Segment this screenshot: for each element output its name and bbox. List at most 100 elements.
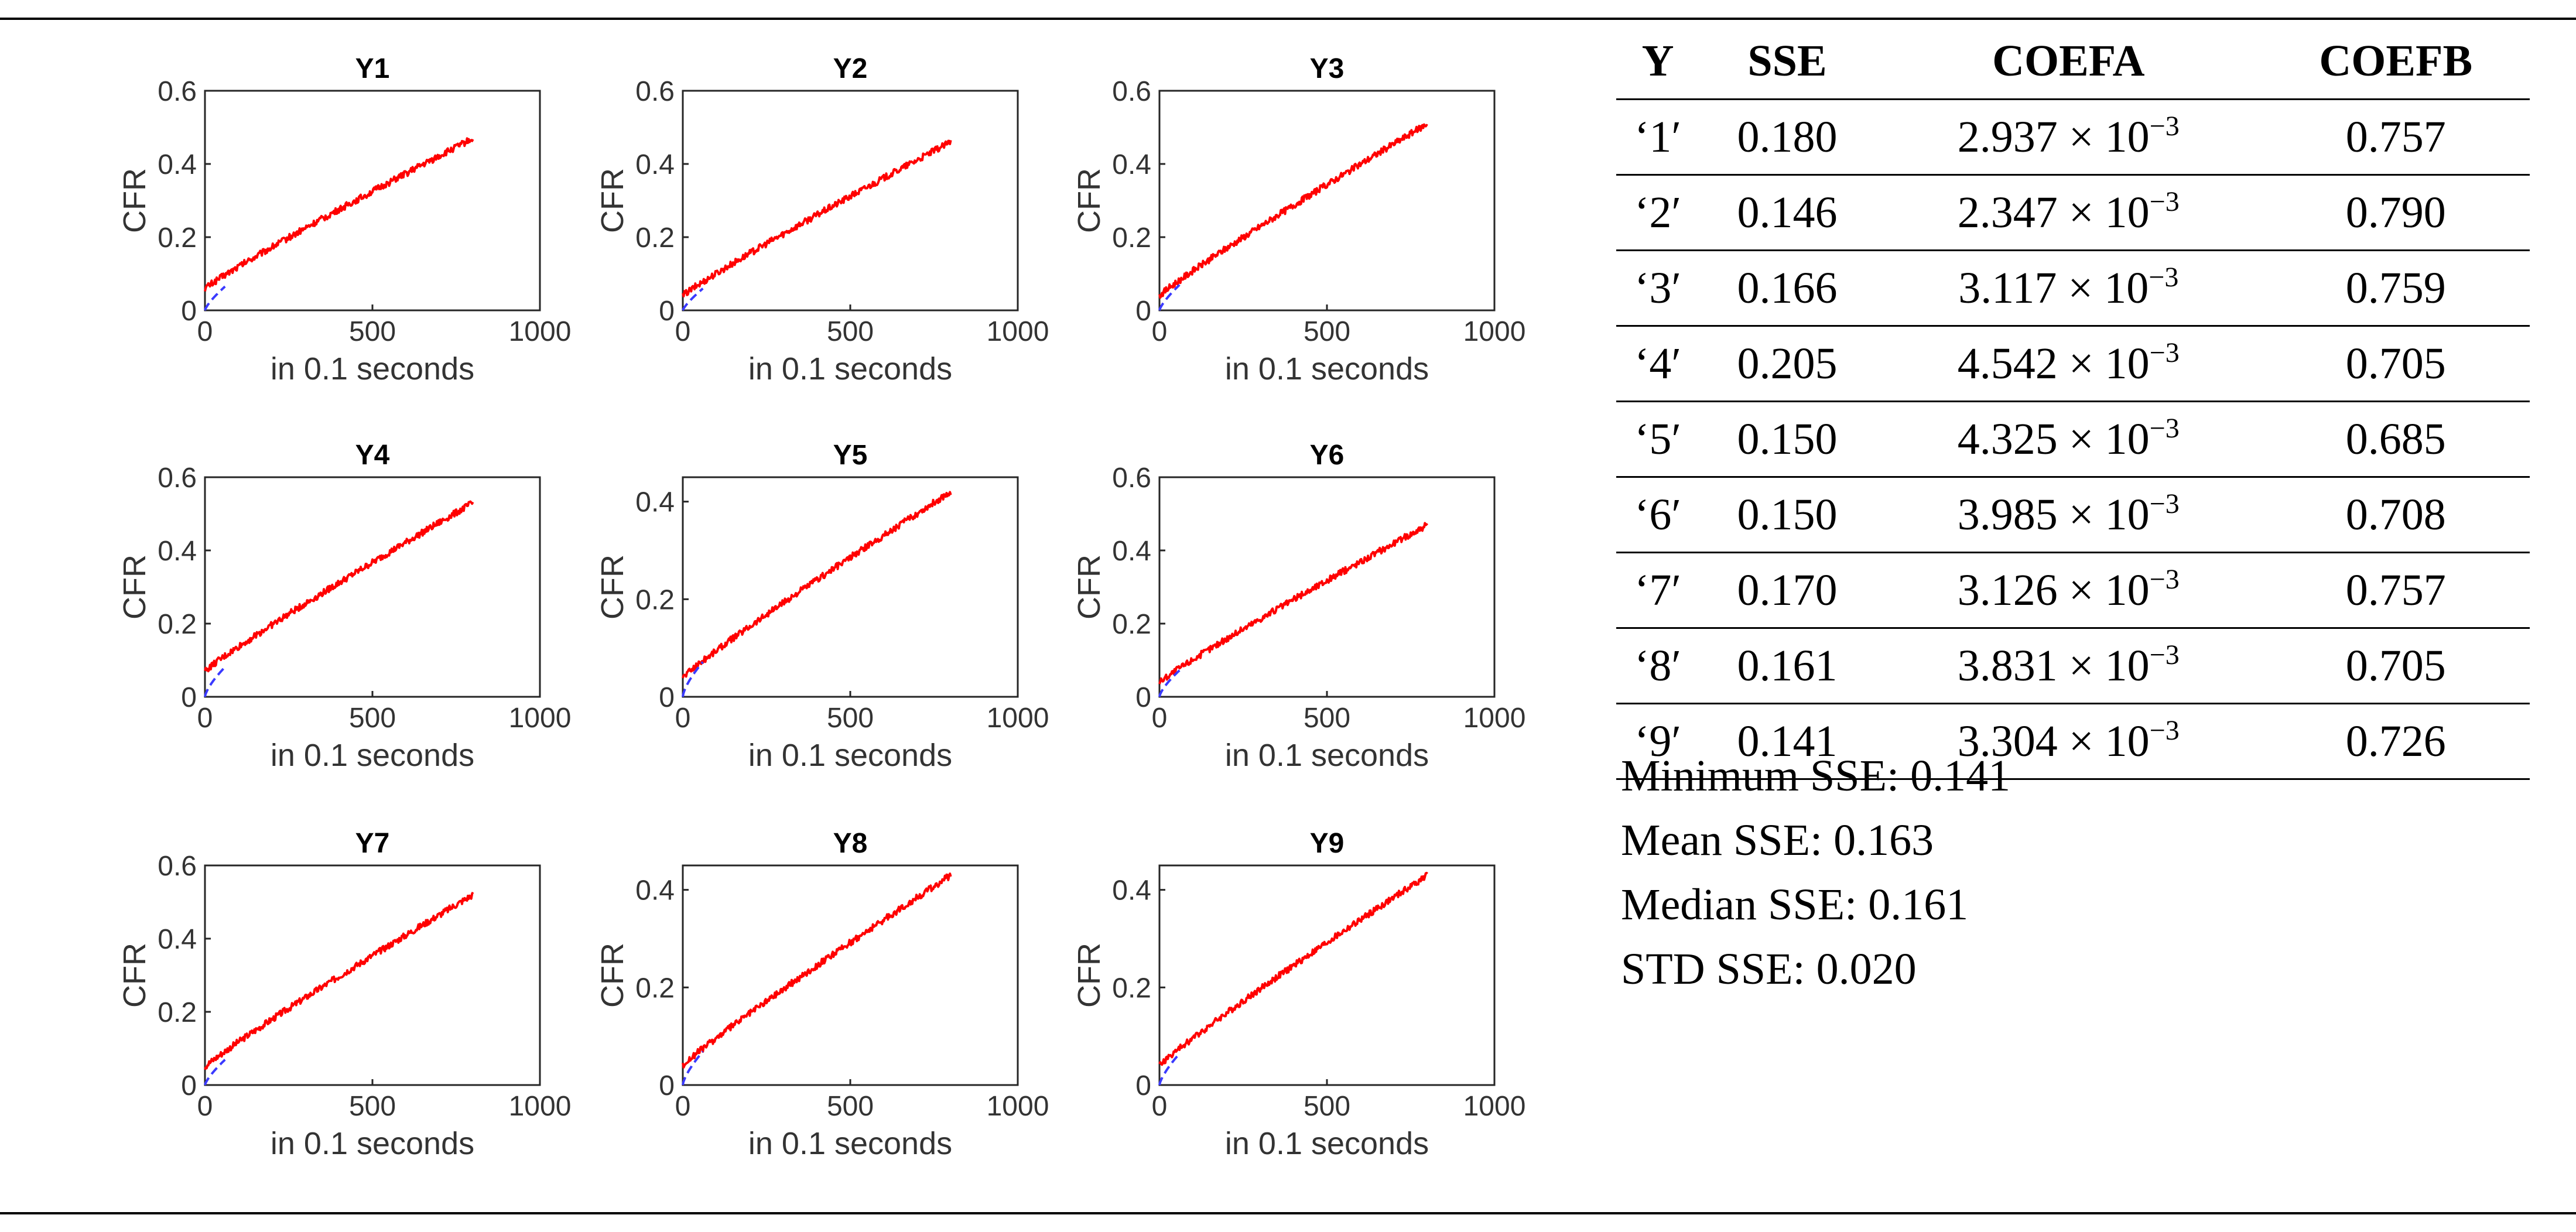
chart-axes-group: Y9 0 500 1000 0 0.2 0.4 in 0.1 seconds CFR [1072,828,1525,1161]
axes-box [204,864,541,1086]
y-tick-label: 0.2 [635,973,675,1004]
chart-title: Y1 [355,53,390,84]
y-tick-label: 0 [181,1070,197,1101]
x-axis-label: in 0.1 seconds [271,351,474,386]
x-tick-label: 1000 [1463,703,1526,734]
cell-sse: 0.170 [1699,552,1876,628]
x-axis-label: in 0.1 seconds [271,1126,474,1161]
x-axis-label: in 0.1 seconds [1225,1126,1429,1161]
chart-panel-y1: Y1 0 500 1000 0 0.2 0.4 0.6 in 0.1 seconds CFR [117,53,571,386]
y-tick-label: 0.4 [635,149,675,180]
y-tick-label: 0 [1135,682,1151,713]
chart-axes-group: Y7 0 500 1000 0 0.2 0.4 0.6 in 0.1 seconds CFR [117,828,571,1161]
cell-coefa: 4.542 × 10−3 [1875,325,2262,402]
table-row: ‘8′ 0.161 3.831 × 10−3 0.705 [1616,627,2530,704]
header-coefb: COEFB [2319,36,2473,85]
x-tick-label: 1000 [509,703,572,734]
table-row: ‘9′ 0.141 3.304 × 10−3 0.726 [1616,703,2530,780]
cell-y: ‘9′ [1616,703,1700,780]
y-tick-label: 0.2 [635,223,675,254]
y-tick-label: 0.2 [635,584,675,615]
x-axis-label: in 0.1 seconds [748,1126,952,1161]
table-row: ‘6′ 0.150 3.985 × 10−3 0.708 [1616,476,2530,553]
chart-axes-group: Y6 0 500 1000 0 0.2 0.4 0.6 in 0.1 seconds CFR [1072,440,1525,773]
coefa-mantissa: 4.542 [1957,338,2058,388]
chart-panel-y7: Y7 0 500 1000 0 0.2 0.4 0.6 in 0.1 seconds CFR [117,828,571,1161]
chart-axes-group: Y1 0 500 1000 0 0.2 0.4 0.6 in 0.1 seconds CFR [117,53,571,386]
y-axis-label: CFR [117,555,152,620]
measured-series-line [682,491,952,679]
table-row: ‘4′ 0.205 4.542 × 10−3 0.705 [1616,325,2530,402]
coefa-mantissa: 4.325 [1957,414,2058,464]
coefa-exponent: −3 [2149,261,2179,293]
chart-title: Y4 [355,440,390,471]
cell-coefa: 2.347 × 10−3 [1875,174,2262,251]
x-tick-label: 500 [349,316,396,347]
table-row: ‘1′ 0.180 2.937 × 10−3 0.757 [1616,98,2530,175]
cell-coefb: 0.708 [2262,476,2530,553]
x-tick-label: 500 [1304,1091,1350,1122]
results-table: Y SSE COEFA COEFB ‘1′ 0.180 2.937 × 10−3… [1616,23,2530,780]
measured-series-line [1158,522,1428,685]
y-axis-label: CFR [1072,943,1107,1008]
y-tick-label: 0.4 [1112,149,1151,180]
cell-sse: 0.150 [1699,401,1876,477]
cell-sse: 0.141 [1699,703,1876,780]
chart-title: Y6 [1310,440,1345,471]
cell-sse: 0.166 [1699,249,1876,326]
cell-coefa: 3.304 × 10−3 [1875,703,2262,780]
coefa-multiplier: × 10 [2068,263,2149,313]
fit-series-line [1158,283,1181,311]
y-axis-label: CFR [1072,555,1107,620]
cell-sse: 0.161 [1699,627,1876,704]
chart-title: Y5 [833,440,868,471]
y-axis-label: CFR [595,943,630,1008]
fit-series-line [682,288,704,311]
coefa-mantissa: 3.126 [1957,565,2058,615]
chart-panel-y6: Y6 0 500 1000 0 0.2 0.4 0.6 in 0.1 seconds CFR [1072,440,1525,773]
y-tick-label: 0.2 [1112,223,1151,254]
cell-coefb: 0.757 [2262,552,2530,628]
x-tick-label: 500 [1304,703,1350,734]
fit-series-line [204,666,226,697]
x-axis-label: in 0.1 seconds [1225,351,1429,386]
y-tick-label: 0 [1135,1070,1151,1101]
cell-coefb: 0.790 [2262,174,2530,251]
coefa-exponent: −3 [2149,110,2180,142]
chart-title: Y2 [833,53,868,84]
cell-y: ‘2′ [1616,174,1700,251]
measured-series-line [204,137,474,292]
y-tick-label: 0.4 [635,487,675,518]
header-coefa: COEFA [1992,36,2145,85]
chart-axes-group: Y8 0 500 1000 0 0.2 0.4 in 0.1 seconds CFR [595,828,1049,1161]
stat-minimum-sse: Minimum SSE: 0.141 [1621,751,2011,800]
measured-series-line [682,139,952,297]
y-tick-label: 0.6 [1112,463,1151,494]
x-axis-label: in 0.1 seconds [1225,738,1429,773]
axes-box [204,90,541,312]
axes-box [682,864,1019,1086]
axes-box [1158,90,1496,312]
coefa-exponent: −3 [2149,639,2180,670]
cell-sse: 0.205 [1699,325,1876,402]
coefa-multiplier: × 10 [2068,716,2150,766]
y-tick-label: 0 [659,296,675,327]
y-tick-label: 0 [181,682,197,713]
chart-panel-y2: Y2 0 500 1000 0 0.2 0.4 0.6 in 0.1 seconds CFR [595,53,1049,386]
x-tick-label: 0 [197,316,213,347]
axes-box [1158,476,1496,698]
y-tick-label: 0.6 [1112,76,1151,107]
chart-axes-group: Y3 0 500 1000 0 0.2 0.4 0.6 in 0.1 seconds CFR [1072,53,1525,386]
cell-sse: 0.146 [1699,174,1876,251]
x-tick-label: 0 [197,703,213,734]
x-tick-label: 0 [1152,1091,1168,1122]
cell-coefa: 3.117 × 10−3 [1875,249,2262,326]
coefa-multiplier: × 10 [2068,565,2150,615]
y-tick-label: 0.2 [158,223,197,254]
axes-box [1158,864,1496,1086]
y-tick-label: 0.2 [1112,609,1151,640]
cell-sse: 0.180 [1699,98,1876,175]
cell-coefa: 3.985 × 10−3 [1875,476,2262,553]
chart-title: Y7 [355,828,390,859]
bottom-rule [0,1212,2576,1214]
